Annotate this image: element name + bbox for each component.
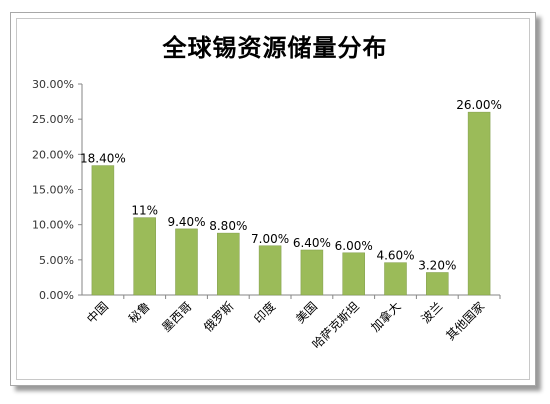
- category-label: 美国: [293, 299, 320, 326]
- y-tick-label: 30.00%: [32, 78, 74, 91]
- y-tick-label: 0.00%: [39, 289, 74, 302]
- chart-title: 全球锡资源储量分布: [162, 34, 388, 62]
- bar: [217, 232, 240, 296]
- bar: [426, 272, 449, 296]
- category-label: 印度: [251, 299, 279, 327]
- category-label: 俄罗斯: [201, 299, 236, 334]
- bar: [258, 245, 282, 296]
- bar: [342, 252, 365, 296]
- category-label: 墨西哥: [159, 299, 194, 334]
- bar: [384, 262, 407, 296]
- y-tick-label: 5.00%: [39, 254, 74, 267]
- data-label: 7.00%: [251, 232, 289, 246]
- data-label: 26.00%: [456, 98, 502, 112]
- bar: [175, 228, 198, 296]
- bar: [133, 217, 156, 296]
- data-label: 3.20%: [418, 258, 456, 272]
- category-label: 中国: [83, 299, 111, 327]
- y-tick-label: 20.00%: [32, 148, 74, 161]
- chart-inner-border: [16, 18, 530, 380]
- bar: [300, 249, 324, 296]
- bar: [467, 111, 491, 296]
- y-tick-label: 25.00%: [32, 113, 74, 126]
- category-label: 加拿大: [368, 299, 404, 335]
- category-label: 波兰: [419, 299, 446, 326]
- data-label: 6.40%: [293, 236, 331, 250]
- y-tick-label: 10.00%: [32, 219, 74, 232]
- data-label: 8.80%: [209, 219, 247, 233]
- data-label: 4.60%: [376, 249, 414, 263]
- category-label: 其他国家: [443, 299, 488, 344]
- bar: [91, 165, 115, 296]
- category-label: 秘鲁: [126, 299, 153, 326]
- data-label: 9.40%: [167, 215, 205, 229]
- data-label: 11%: [131, 204, 158, 218]
- data-label: 18.40%: [80, 152, 126, 166]
- y-tick-label: 15.00%: [32, 184, 74, 197]
- data-label: 6.00%: [335, 239, 373, 253]
